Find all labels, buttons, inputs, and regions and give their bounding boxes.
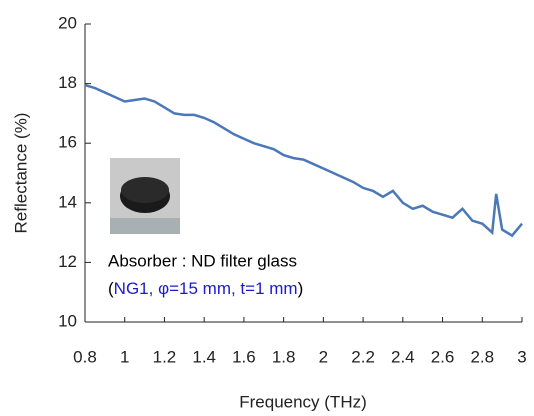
annotation: Absorber : ND filter glass — [108, 251, 297, 270]
y-tick-label: 16 — [58, 133, 77, 152]
x-tick-label: 1.4 — [192, 347, 216, 366]
y-tick-label: 14 — [58, 192, 77, 211]
x-tick-label: 1.8 — [272, 347, 296, 366]
x-tick-label: 0.8 — [73, 347, 97, 366]
x-tick-label: 2 — [319, 347, 328, 366]
x-axis-label: Frequency (THz) — [239, 392, 367, 411]
x-tick-label: 3 — [517, 347, 526, 366]
x-tick-label: 1.6 — [232, 347, 256, 366]
y-tick-label: 20 — [58, 13, 77, 32]
x-tick-label: 2.6 — [431, 347, 455, 366]
x-tick-label: 1 — [120, 347, 129, 366]
data-line — [84, 83, 523, 238]
y-tick-label: 10 — [58, 311, 77, 330]
annotation: (NG1, φ=15 mm, t=1 mm) — [108, 279, 303, 298]
annotation-part: NG1, φ=15 mm, t=1 mm — [114, 279, 298, 298]
annotation-part: ( — [108, 279, 114, 298]
x-tick-label: 1.2 — [153, 347, 177, 366]
annotation-part: ) — [298, 279, 304, 298]
y-tick-label: 12 — [58, 252, 77, 271]
y-axis-label: Reflectance (%) — [11, 113, 30, 234]
x-tick-label: 2.8 — [470, 347, 494, 366]
x-tick-label: 2.2 — [351, 347, 375, 366]
x-tick-label: 2.4 — [391, 347, 415, 366]
y-tick-label: 18 — [58, 73, 77, 92]
inset-photo — [110, 158, 180, 234]
